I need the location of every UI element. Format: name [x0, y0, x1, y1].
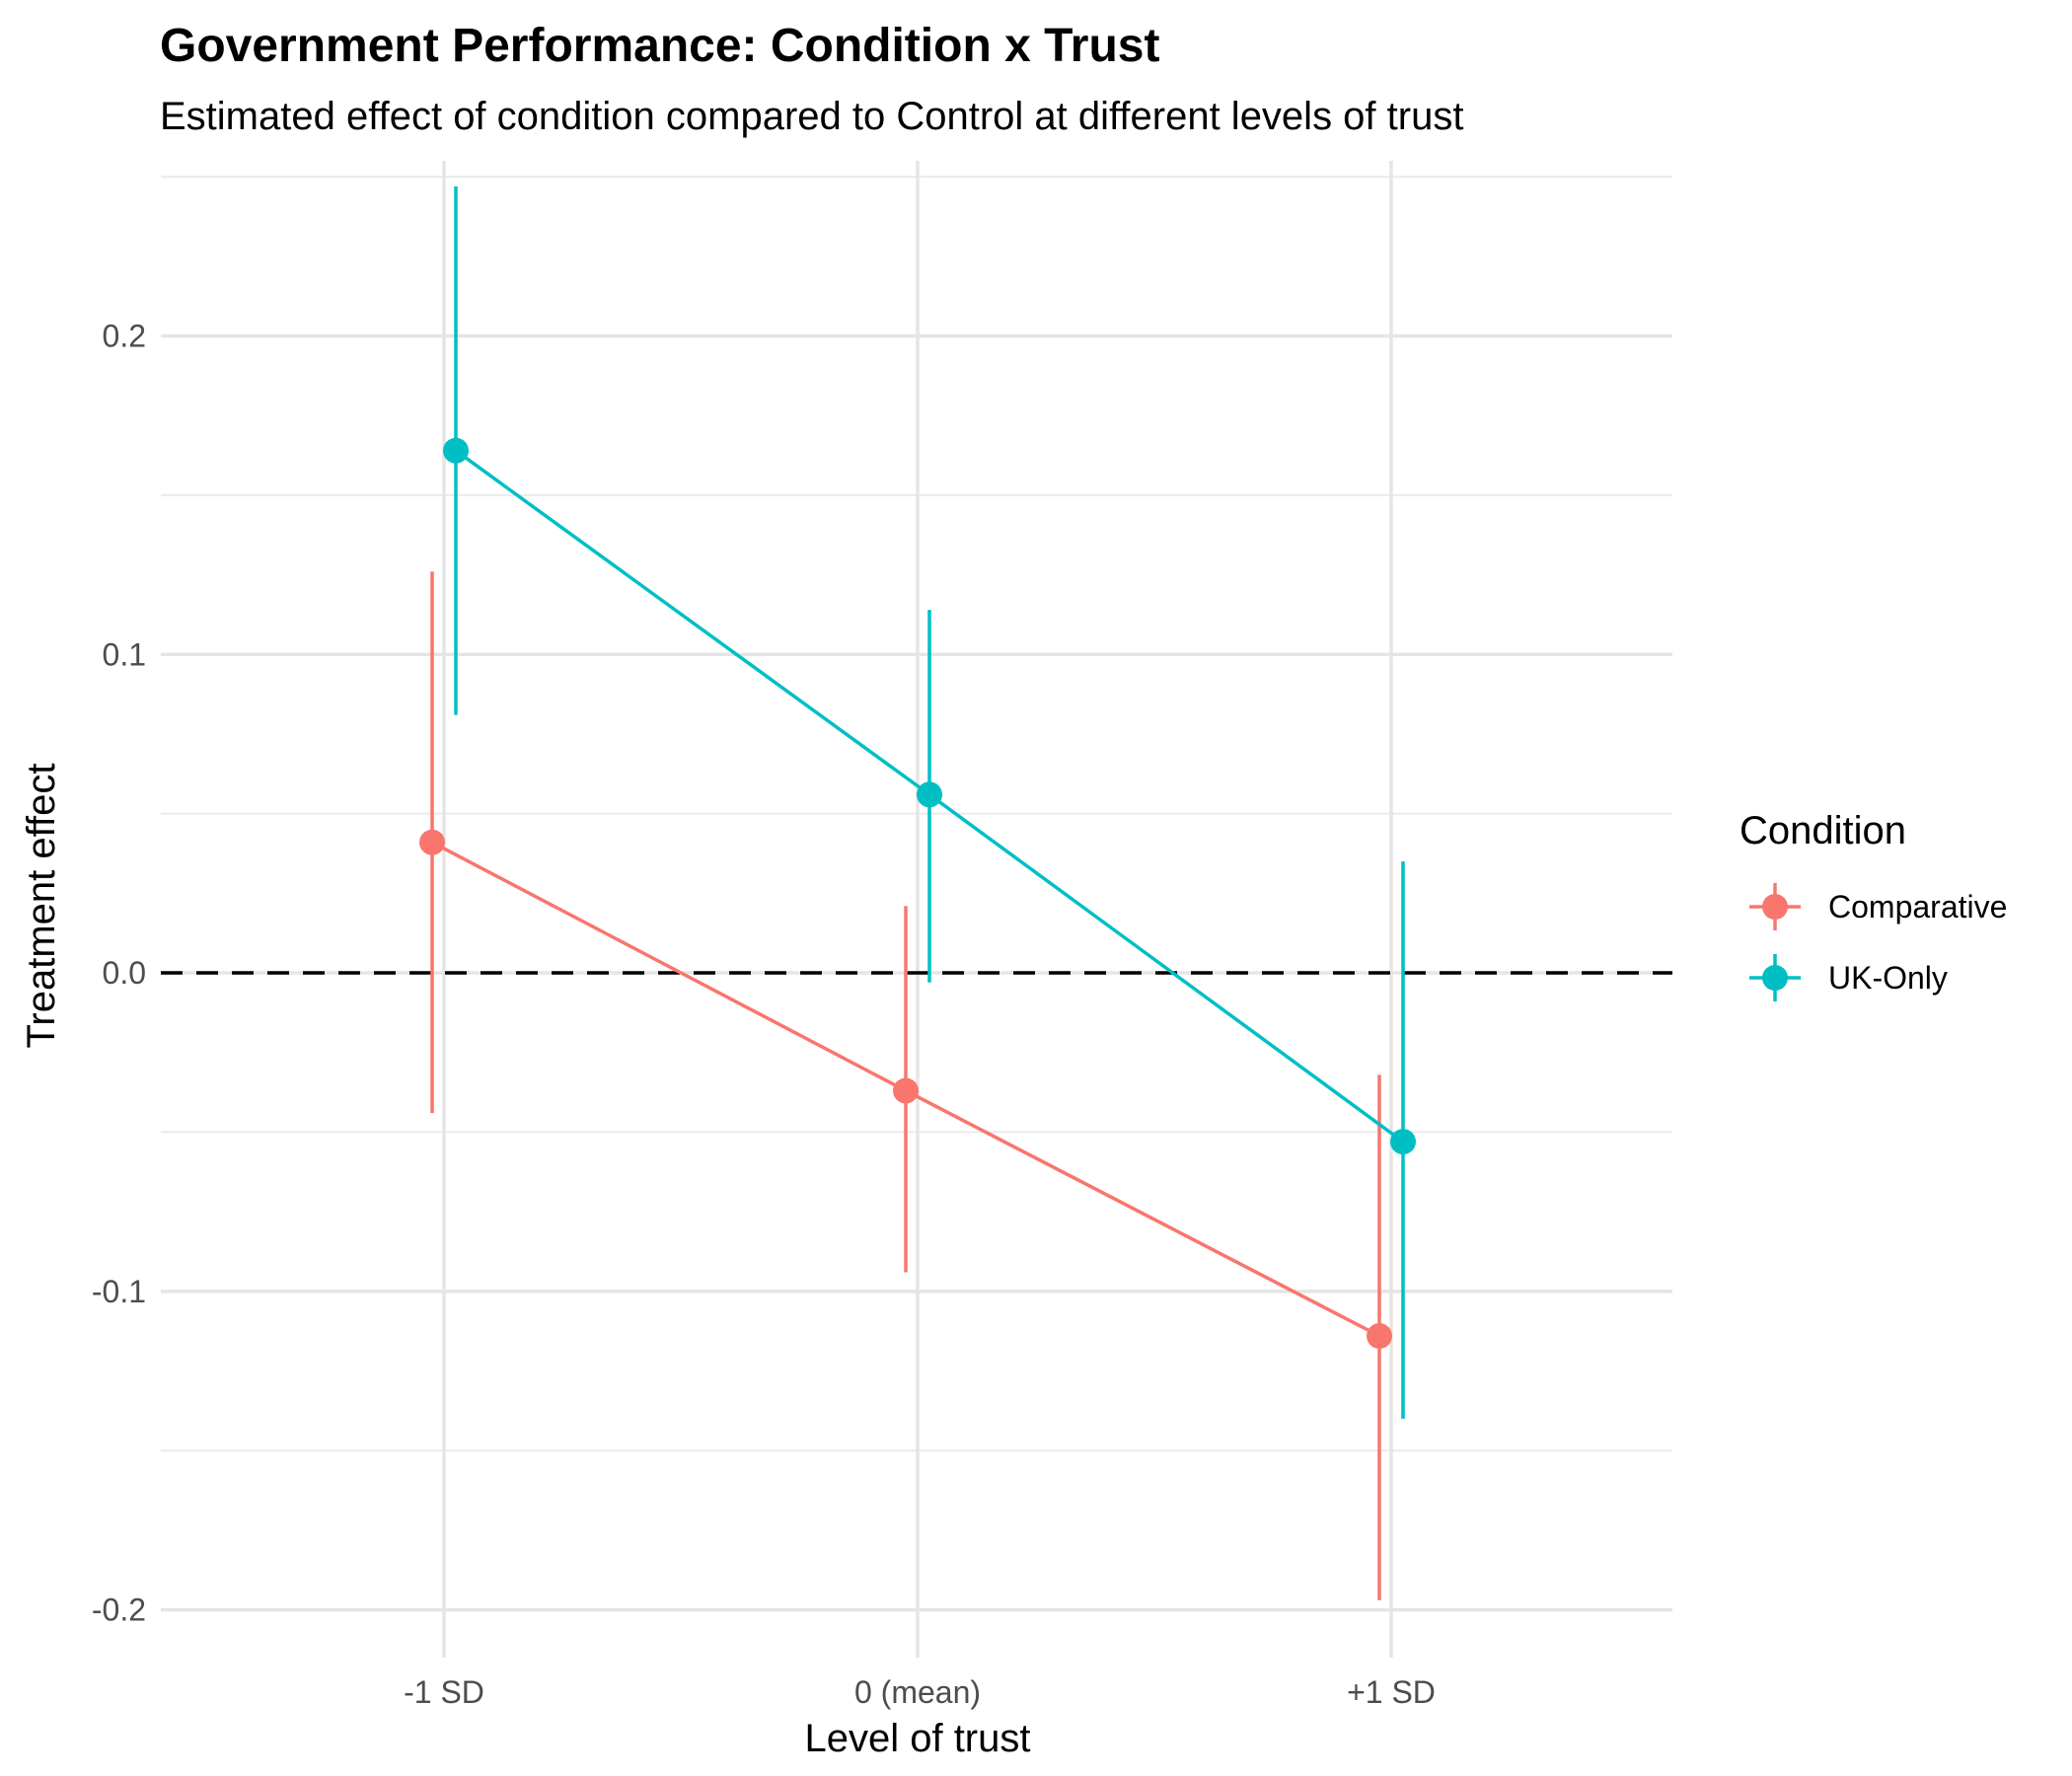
y-tick-label: 0.2 — [103, 319, 146, 354]
data-point — [893, 1077, 919, 1104]
data-point — [1367, 1323, 1392, 1350]
legend-key-point — [1762, 894, 1788, 920]
data-point — [419, 829, 445, 855]
data-point — [443, 437, 469, 464]
y-axis-ticks: -0.2 -0.1 0.0 0.1 0.2 — [92, 319, 146, 1628]
y-tick-label: 0.1 — [103, 636, 146, 672]
chart-subtitle: Estimated effect of condition compared t… — [160, 95, 1463, 138]
x-axis-title: Level of trust — [804, 1717, 1030, 1760]
y-tick-label: -0.2 — [92, 1592, 146, 1628]
y-tick-label: 0.0 — [103, 955, 146, 991]
data-point — [917, 781, 942, 808]
legend-items: Comparative UK-Only — [1749, 883, 2007, 1001]
x-axis-ticks: -1 SD 0 (mean) +1 SD — [404, 1674, 1436, 1710]
series-uk-only — [443, 185, 1416, 1419]
y-tick-label: -0.1 — [92, 1274, 146, 1309]
legend-item: UK-Only — [1749, 954, 1948, 1001]
legend-label: UK-Only — [1828, 960, 1948, 996]
legend: Condition Comparative UK-Only — [1739, 809, 2007, 1001]
legend-item: Comparative — [1749, 883, 2007, 930]
legend-key-point — [1762, 965, 1788, 991]
series-layer — [419, 185, 1416, 1600]
legend-label: Comparative — [1828, 889, 2007, 925]
y-axis-title: Treatment effect — [20, 763, 63, 1048]
data-point — [1390, 1129, 1416, 1155]
series-comparative — [419, 571, 1392, 1600]
x-tick-label: +1 SD — [1347, 1674, 1436, 1710]
legend-title: Condition — [1739, 809, 1906, 852]
x-tick-label: 0 (mean) — [854, 1674, 981, 1710]
chart-title: Government Performance: Condition x Trus… — [160, 20, 1160, 72]
x-tick-label: -1 SD — [404, 1674, 484, 1710]
grid — [161, 161, 1672, 1658]
